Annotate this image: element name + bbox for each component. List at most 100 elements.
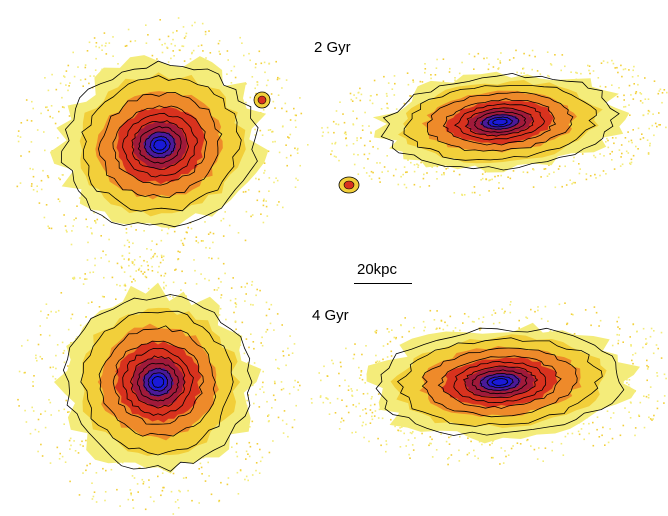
- particle-dot: [273, 329, 275, 331]
- particle-dot: [492, 456, 494, 459]
- particle-dot: [85, 469, 87, 472]
- particle-dot: [407, 83, 410, 86]
- particle-dot: [606, 61, 609, 64]
- particle-dot: [220, 219, 222, 222]
- particle-dot: [364, 111, 366, 114]
- particle-dot: [599, 153, 601, 155]
- particle-dot: [228, 224, 231, 227]
- particle-dot: [172, 281, 175, 284]
- particle-dot: [297, 389, 300, 391]
- particle-dot: [355, 431, 357, 433]
- particle-dot: [532, 186, 535, 188]
- particle-dot: [69, 480, 71, 483]
- particle-dot: [207, 461, 209, 464]
- particle-dot: [189, 58, 192, 60]
- particle-dot: [473, 321, 475, 323]
- particle-dot: [435, 449, 438, 451]
- contour-line: [151, 376, 165, 388]
- particle-dot: [539, 73, 542, 75]
- particle-dot: [526, 438, 529, 441]
- particle-dot: [162, 255, 165, 258]
- particle-dot: [331, 359, 333, 362]
- particle-dot: [578, 172, 581, 175]
- particle-dot: [588, 65, 591, 67]
- particle-dot: [39, 325, 41, 327]
- particle-dot: [407, 159, 409, 161]
- particle-dot: [74, 450, 77, 452]
- particle-dot: [358, 366, 360, 369]
- galaxy-bottom-left: [17, 249, 301, 515]
- particle-dot: [263, 172, 265, 174]
- particle-dot: [179, 490, 181, 493]
- particle-dot: [63, 75, 65, 77]
- particle-dot: [544, 447, 547, 449]
- particle-dot: [29, 432, 32, 435]
- particle-dot: [448, 436, 450, 439]
- particle-dot: [52, 375, 54, 378]
- particle-dot: [111, 276, 114, 279]
- particle-dot: [277, 367, 279, 369]
- particle-dot: [281, 87, 283, 89]
- particle-dot: [602, 426, 604, 429]
- particle-dot: [639, 92, 641, 94]
- particle-dot: [391, 329, 393, 331]
- particle-dot: [161, 44, 163, 46]
- particle-dot: [28, 150, 31, 153]
- particle-dot: [267, 414, 270, 416]
- particle-dot: [330, 153, 332, 156]
- particle-dot: [220, 294, 223, 296]
- particle-dot: [50, 227, 53, 230]
- particle-dot: [267, 129, 270, 131]
- particle-dot: [40, 413, 42, 415]
- particle-dot: [150, 249, 152, 251]
- particle-dot: [235, 451, 238, 453]
- particle-dot: [548, 75, 550, 78]
- particle-dot: [33, 375, 35, 377]
- particle-dot: [596, 416, 599, 418]
- particle-dot: [634, 352, 637, 355]
- particle-dot: [199, 462, 202, 465]
- particle-dot: [458, 72, 461, 75]
- particle-dot: [526, 317, 529, 319]
- particle-dot: [250, 303, 252, 306]
- particle-dot: [209, 231, 212, 234]
- particle-dot: [181, 270, 183, 273]
- particle-dot: [344, 131, 347, 134]
- particle-dot: [31, 183, 33, 185]
- particle-dot: [249, 59, 251, 62]
- particle-dot: [627, 131, 629, 133]
- particle-dot: [183, 237, 186, 240]
- particle-dot: [160, 494, 162, 497]
- particle-dot: [436, 58, 438, 61]
- particle-dot: [645, 343, 647, 345]
- particle-dot: [49, 462, 52, 464]
- particle-dot: [41, 358, 43, 360]
- contour-line: [480, 114, 520, 130]
- particle-dot: [204, 221, 206, 223]
- particle-dot: [345, 347, 347, 350]
- particle-dot: [95, 222, 97, 224]
- particle-dot: [224, 211, 226, 213]
- particle-dot: [326, 397, 328, 400]
- particle-dot: [362, 421, 364, 424]
- particle-dot: [408, 453, 410, 456]
- particle-dot: [371, 411, 374, 414]
- particle-dot: [61, 174, 64, 176]
- particle-dot: [352, 404, 355, 406]
- particle-dot: [395, 168, 397, 171]
- particle-dot: [588, 69, 590, 72]
- particle-dot: [270, 93, 273, 95]
- particle-dot: [69, 437, 72, 440]
- particle-dot: [622, 424, 625, 427]
- particle-dot: [160, 254, 163, 257]
- particle-dot: [49, 401, 52, 404]
- particle-dot: [30, 141, 33, 143]
- particle-dot: [322, 131, 324, 134]
- particle-dot: [89, 462, 91, 465]
- particle-dot: [86, 464, 88, 467]
- particle-dot: [338, 385, 341, 387]
- particle-dot: [294, 147, 296, 150]
- particle-dot: [630, 139, 633, 142]
- particle-dot: [617, 326, 619, 328]
